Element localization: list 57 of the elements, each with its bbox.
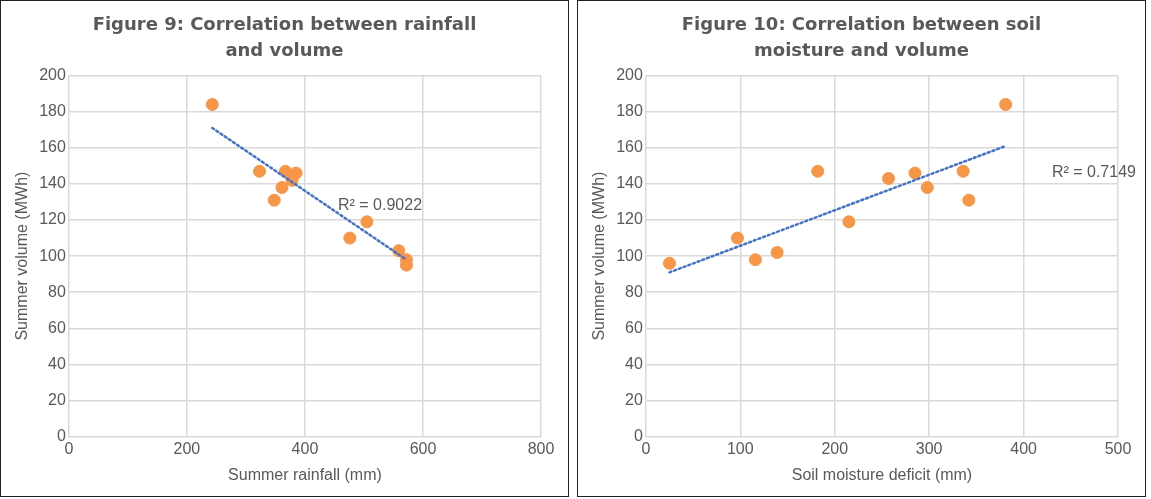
point (360, 215, 374, 229)
x-tick-label: 800 (527, 439, 555, 457)
point (730, 231, 744, 245)
point (343, 231, 357, 245)
point (275, 181, 289, 195)
point (842, 215, 856, 229)
y-tick-label: 40 (48, 354, 66, 372)
x-tick-label: 300 (915, 439, 943, 457)
y-tick-label: 100 (616, 246, 643, 264)
x-axis-title: Summer rainfall (mm) (228, 465, 382, 483)
point (882, 171, 896, 185)
point (811, 164, 825, 178)
y-tick-label: 200 (39, 66, 66, 84)
x-tick-label: 100 (726, 439, 754, 457)
y-axis-title: Summer volume (MWh) (590, 171, 608, 341)
y-tick-label: 120 (39, 210, 66, 228)
y-tick-label: 140 (616, 174, 643, 192)
y-tick-label: 0 (56, 427, 66, 445)
annotation: R² = 0.9022 (337, 195, 423, 213)
y-tick-label: 160 (616, 138, 643, 156)
chart-title: Figure 10: Correlation between soil moisture and volume (680, 12, 1043, 62)
point (267, 193, 281, 207)
y-tick-label: 60 (48, 318, 66, 336)
chart-title: Figure 9: Correlation between rainfall and volume (91, 12, 478, 62)
point (956, 164, 970, 178)
x-tick-label: 400 (1010, 439, 1038, 457)
y-tick-label: 20 (625, 390, 643, 408)
x-tick-label: 200 (173, 439, 201, 457)
x-tick-label: 600 (409, 439, 437, 457)
y-tick-label: 20 (48, 390, 66, 408)
point (999, 97, 1013, 111)
x-axis-title: Soil moisture deficit (mm) (791, 465, 973, 483)
point (908, 166, 922, 180)
point (770, 245, 784, 259)
x-tick-label: 500 (1104, 439, 1132, 457)
y-tick-label: 0 (633, 427, 643, 445)
point (920, 181, 934, 195)
annotation: R² = 0.7149 (1051, 163, 1137, 181)
point (748, 253, 762, 267)
x-tick-label: 200 (821, 439, 849, 457)
y-tick-label: 180 (616, 102, 643, 120)
y-tick-label: 120 (616, 210, 643, 228)
point (962, 193, 976, 207)
y-axis-title: Summer volume (MWh) (13, 171, 31, 341)
y-tick-label: 40 (625, 354, 643, 372)
point (253, 164, 267, 178)
point (663, 256, 676, 270)
y-tick-label: 160 (39, 138, 66, 156)
point (205, 97, 219, 111)
y-tick-label: 100 (39, 246, 66, 264)
y-tick-label: 200 (616, 66, 643, 84)
x-tick-label: 400 (291, 439, 319, 457)
y-tick-label: 180 (39, 102, 66, 120)
y-tick-label: 80 (48, 282, 66, 300)
y-tick-label: 80 (625, 282, 643, 300)
y-tick-label: 60 (625, 318, 643, 336)
y-tick-label: 140 (39, 174, 66, 192)
